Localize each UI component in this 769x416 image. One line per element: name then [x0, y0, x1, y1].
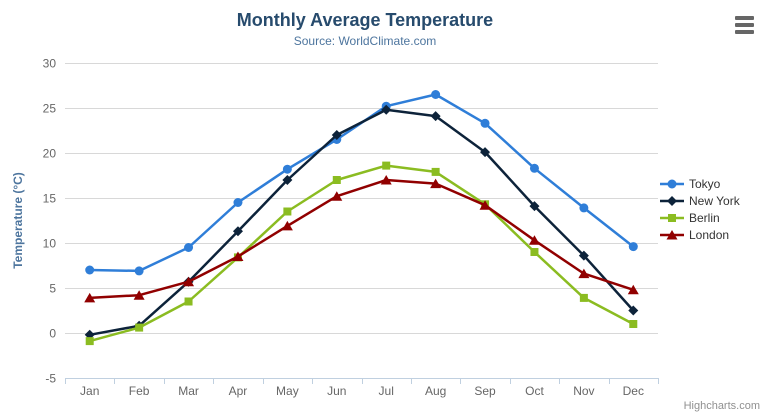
- x-axis-label: Jan: [80, 384, 99, 398]
- data-point[interactable]: [232, 226, 243, 237]
- x-axis-label: Sep: [474, 384, 496, 398]
- triangle-marker-icon: [660, 229, 684, 239]
- legend-label: New York: [689, 193, 740, 208]
- x-axis-label: May: [276, 384, 299, 398]
- data-point[interactable]: [479, 200, 491, 210]
- x-axis-label: Nov: [573, 384, 594, 398]
- data-point[interactable]: [282, 175, 293, 185]
- legend-item-london[interactable]: London: [660, 226, 740, 243]
- legend-label: Berlin: [689, 210, 720, 225]
- data-point[interactable]: [431, 167, 440, 176]
- data-point[interactable]: [431, 90, 441, 99]
- data-point[interactable]: [84, 292, 96, 303]
- x-axis-label: Dec: [623, 384, 644, 398]
- data-point[interactable]: [85, 265, 95, 275]
- hamburger-icon: [734, 30, 754, 34]
- y-axis-label: 30: [43, 57, 57, 71]
- x-axis-label: Apr: [229, 384, 248, 398]
- data-point[interactable]: [480, 118, 490, 128]
- diamond-marker-icon: [660, 195, 684, 206]
- data-point[interactable]: [529, 163, 539, 173]
- legend-label: London: [689, 227, 730, 242]
- data-point[interactable]: [381, 104, 392, 115]
- chart-title: Monthly Average Temperature: [236, 10, 494, 30]
- data-point[interactable]: [380, 175, 392, 185]
- data-point[interactable]: [430, 111, 441, 122]
- y-axis-label: 15: [43, 192, 57, 206]
- data-point[interactable]: [331, 191, 343, 201]
- legend-item-tokyo[interactable]: Tokyo: [660, 175, 740, 192]
- data-point[interactable]: [85, 337, 94, 346]
- credits-link[interactable]: Highcharts.com: [683, 400, 760, 412]
- y-axis-label: 0: [49, 327, 56, 341]
- legend: Tokyo New York Berlin London: [660, 175, 740, 243]
- data-point[interactable]: [628, 305, 639, 316]
- data-point[interactable]: [528, 235, 540, 245]
- y-axis-label: 25: [43, 102, 57, 116]
- data-point[interactable]: [331, 130, 342, 140]
- data-point[interactable]: [579, 293, 588, 302]
- data-point[interactable]: [134, 266, 144, 276]
- legend-label: Tokyo: [689, 176, 721, 191]
- data-point[interactable]: [184, 297, 193, 306]
- data-point[interactable]: [629, 320, 638, 328]
- square-marker-icon: [660, 213, 684, 222]
- legend-item-berlin[interactable]: Berlin: [660, 209, 740, 226]
- legend-item-new-york[interactable]: New York: [660, 192, 740, 209]
- data-point[interactable]: [578, 268, 590, 279]
- y-axis-label: 20: [43, 147, 57, 161]
- chart-subtitle: Source: WorldClimate.com: [293, 34, 437, 48]
- x-axis-label: Oct: [525, 384, 544, 398]
- y-axis-label: 10: [43, 237, 57, 251]
- data-point[interactable]: [628, 242, 638, 252]
- data-point[interactable]: [332, 176, 341, 184]
- data-point[interactable]: [627, 284, 639, 295]
- data-point[interactable]: [530, 248, 539, 256]
- x-axis-label: Feb: [129, 384, 150, 398]
- circle-marker-icon: [660, 179, 684, 188]
- data-point[interactable]: [184, 243, 194, 252]
- data-point[interactable]: [578, 250, 589, 261]
- hamburger-icon: [734, 16, 754, 20]
- y-axis-label: 5: [49, 282, 56, 296]
- x-axis-label: Jun: [327, 384, 346, 398]
- data-point[interactable]: [430, 178, 442, 189]
- data-point[interactable]: [133, 290, 145, 300]
- series-london[interactable]: [84, 175, 639, 303]
- series-new-york[interactable]: [84, 104, 639, 340]
- data-point[interactable]: [480, 147, 491, 158]
- data-point[interactable]: [232, 251, 244, 262]
- data-point[interactable]: [579, 203, 589, 213]
- series-tokyo[interactable]: [85, 90, 638, 276]
- data-point[interactable]: [183, 276, 195, 287]
- data-point[interactable]: [283, 207, 292, 216]
- data-point[interactable]: [233, 198, 243, 207]
- data-point[interactable]: [382, 161, 391, 170]
- x-axis-label: Aug: [425, 384, 446, 398]
- data-point[interactable]: [281, 220, 293, 231]
- y-axis-title: Temperature (°C): [11, 172, 25, 269]
- x-axis-label: Jul: [379, 384, 394, 398]
- context-menu-button[interactable]: [732, 15, 756, 35]
- data-point[interactable]: [282, 164, 292, 174]
- data-point[interactable]: [135, 323, 144, 332]
- data-point[interactable]: [529, 201, 540, 212]
- y-axis-label: -5: [45, 372, 56, 386]
- x-axis-label: Mar: [178, 384, 199, 398]
- hamburger-icon: [734, 23, 754, 27]
